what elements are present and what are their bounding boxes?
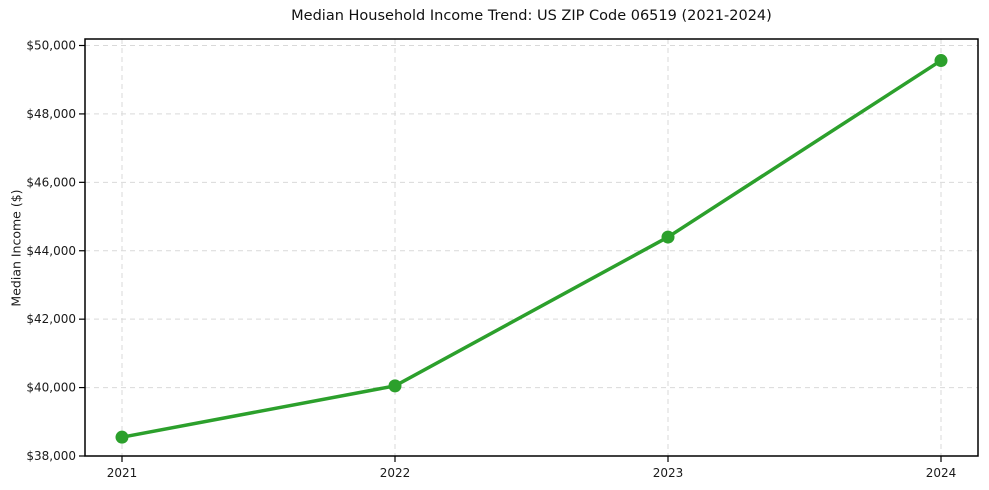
data-point-marker: [388, 379, 402, 393]
series-line: [120, 58, 943, 439]
y-tick-label: $46,000: [26, 175, 76, 189]
x-tick-label: 2024: [926, 466, 957, 480]
y-tick-label: $40,000: [26, 381, 76, 395]
data-point-marker: [661, 230, 675, 244]
x-tick-label: 2023: [653, 466, 684, 480]
chart-title: Median Household Income Trend: US ZIP Co…: [291, 8, 772, 24]
data-point-marker: [934, 54, 948, 68]
plot-frame: [84, 38, 979, 457]
y-tick-label: $42,000: [26, 312, 76, 326]
data-point-marker: [115, 430, 129, 444]
y-tick-label: $48,000: [26, 107, 76, 121]
x-tick-label: 2022: [380, 466, 411, 480]
x-tick-label: 2021: [107, 466, 138, 480]
y-tick-label: $38,000: [26, 449, 76, 463]
y-tick-label: $44,000: [26, 244, 76, 258]
y-tick-label: $50,000: [26, 39, 76, 53]
